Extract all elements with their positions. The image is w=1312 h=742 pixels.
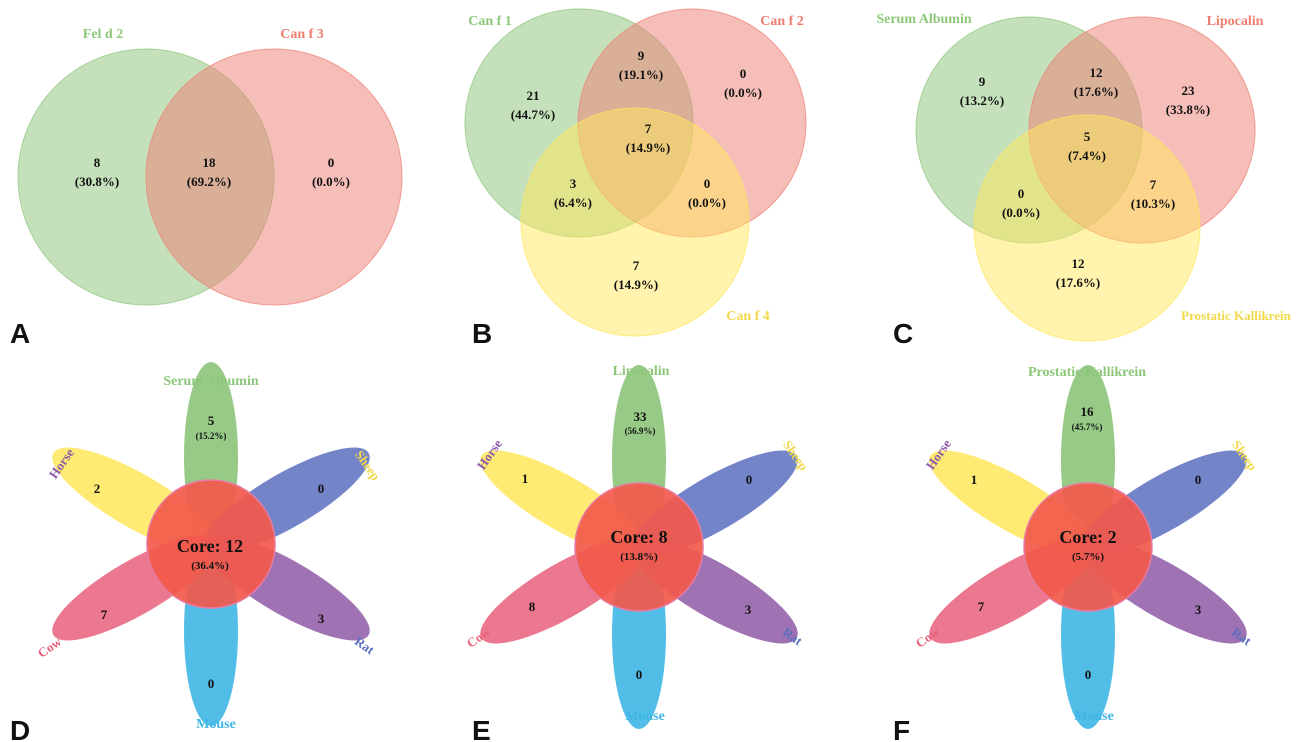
region-percent: (10.3%): [1131, 196, 1175, 211]
set-label-can-f-4: Can f 4: [726, 309, 770, 324]
set-label-serum-albumin: Serum Albumin: [876, 12, 972, 27]
petal-count-sheep: 0: [1195, 472, 1202, 487]
panel-f: Prostatic Kallikrein 16 (45.7%) 1 0 7 3 …: [893, 365, 1260, 742]
set-label-fel-d-2: Fel d 2: [83, 27, 123, 42]
panel-b: Can f 1 Can f 2 Can f 4 21 (44.7%) 9 (19…: [464, 8, 807, 349]
core-circle: [146, 479, 276, 609]
petal-percent-prostatic-kallikrein: (45.7%): [1072, 422, 1103, 432]
core-percent: (5.7%): [1072, 551, 1104, 563]
panel-letter-b: B: [472, 318, 492, 349]
petal-label-serum-albumin: Serum Albumin: [163, 374, 259, 389]
panel-letter-f: F: [893, 715, 910, 742]
region-count: 12: [1072, 256, 1085, 271]
panel-d: Serum Albumin 5 (15.2%) 2 0 7 3 0 Horse …: [10, 362, 383, 742]
petal-count-horse: 1: [971, 472, 978, 487]
petal-count-mouse: 0: [1085, 667, 1092, 682]
set-label-can-f-3: Can f 3: [280, 27, 324, 42]
region-count: 21: [527, 88, 540, 103]
petal-label-mouse: Mouse: [625, 709, 665, 724]
region-count: 5: [1084, 129, 1091, 144]
core-label: Core: 2: [1059, 527, 1116, 547]
petal-label-mouse: Mouse: [1074, 709, 1114, 724]
region-count: 18: [203, 155, 217, 170]
region-percent: (0.0%): [1002, 205, 1040, 220]
venn-circle-can-f-3: [145, 48, 403, 306]
region-count: 23: [1182, 83, 1196, 98]
petal-count-sheep: 0: [318, 481, 325, 496]
region-count: 0: [1018, 186, 1025, 201]
region-count: 7: [645, 121, 652, 136]
region-percent: (33.8%): [1166, 102, 1210, 117]
petal-count-mouse: 0: [208, 676, 215, 691]
region-count: 7: [1150, 177, 1157, 192]
set-label-lipocalin: Lipocalin: [1207, 14, 1264, 29]
region-percent: (0.0%): [724, 85, 762, 100]
petal-count-mouse: 0: [636, 667, 643, 682]
set-label-prostatic-kallikrein: Prostatic Kallikrein: [1181, 308, 1291, 323]
petal-count-sheep: 0: [746, 472, 753, 487]
venn-circle-prostatic-kallikrein: [973, 114, 1201, 342]
petal-label-mouse: Mouse: [196, 717, 236, 732]
region-percent: (44.7%): [511, 107, 555, 122]
core-circle: [1023, 482, 1153, 612]
panel-letter-a: A: [10, 318, 30, 349]
region-count: 12: [1090, 65, 1103, 80]
region-percent: (17.6%): [1074, 84, 1118, 99]
panel-letter-e: E: [472, 715, 491, 742]
region-count: 0: [328, 155, 335, 170]
petal-count-rat: 3: [1195, 602, 1202, 617]
set-label-can-f-2: Can f 2: [760, 14, 804, 29]
region-percent: (69.2%): [187, 174, 231, 189]
petal-count-cow: 8: [529, 599, 536, 614]
panel-e: Lipocalin 33 (56.9%) 1 0 8 3 0 Horse She…: [464, 364, 812, 742]
region-percent: (0.0%): [312, 174, 350, 189]
region-percent: (17.6%): [1056, 275, 1100, 290]
core-percent: (13.8%): [620, 551, 658, 563]
region-count: 9: [638, 48, 645, 63]
region-percent: (14.9%): [626, 140, 670, 155]
region-percent: (30.8%): [75, 174, 119, 189]
panel-c: Serum Albumin Lipocalin Prostatic Kallik…: [876, 12, 1291, 349]
region-count: 9: [979, 74, 986, 89]
petal-label-prostatic-kallikrein: Prostatic Kallikrein: [1028, 365, 1146, 380]
core-label: Core: 8: [610, 527, 667, 547]
region-count: 0: [740, 66, 747, 81]
region-count: 7: [633, 258, 640, 273]
region-percent: (13.2%): [960, 93, 1004, 108]
region-percent: (6.4%): [554, 195, 592, 210]
petal-count-serum-albumin: 5: [208, 413, 215, 428]
panel-letter-d: D: [10, 715, 30, 742]
petal-count-rat: 3: [745, 602, 752, 617]
petal-count-cow: 7: [101, 607, 108, 622]
region-count: 0: [704, 176, 711, 191]
petal-percent-serum-albumin: (15.2%): [196, 431, 227, 441]
panel-a: Fel d 2 Can f 3 8 (30.8%) 18 (69.2%) 0 (…: [10, 27, 403, 349]
venn-circle-can-f-4: [520, 107, 750, 337]
region-percent: (7.4%): [1068, 148, 1106, 163]
core-circle: [574, 482, 704, 612]
petal-label-lipocalin: Lipocalin: [613, 364, 670, 379]
petal-count-cow: 7: [978, 599, 985, 614]
region-count: 8: [94, 155, 101, 170]
petal-count-lipocalin: 33: [634, 409, 648, 424]
petal-count-rat: 3: [318, 611, 325, 626]
petal-count-horse: 2: [94, 481, 101, 496]
core-label: Core: 12: [177, 536, 243, 556]
region-percent: (19.1%): [619, 67, 663, 82]
petal-count-horse: 1: [522, 471, 529, 486]
region-count: 3: [570, 176, 577, 191]
core-percent: (36.4%): [191, 560, 229, 572]
region-percent: (0.0%): [688, 195, 726, 210]
petal-count-prostatic-kallikrein: 16: [1081, 404, 1095, 419]
petal-percent-lipocalin: (56.9%): [625, 426, 656, 436]
set-label-can-f-1: Can f 1: [468, 14, 512, 29]
panel-letter-c: C: [893, 318, 913, 349]
region-percent: (14.9%): [614, 277, 658, 292]
